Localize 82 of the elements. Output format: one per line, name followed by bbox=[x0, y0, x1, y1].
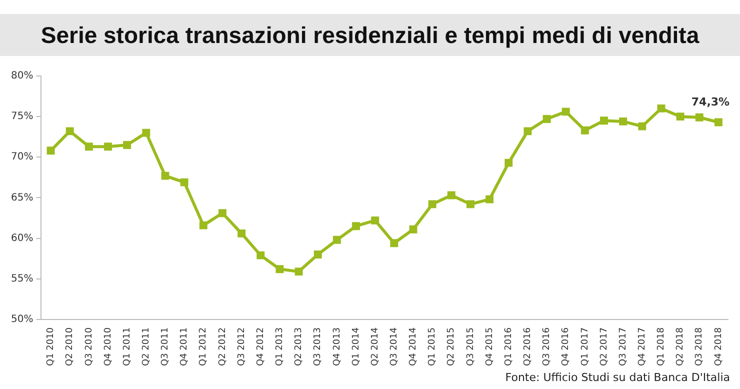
x-tick-label: Q4 2012 bbox=[256, 327, 266, 366]
x-tick-label: Q3 2016 bbox=[542, 327, 552, 366]
x-tick-label: Q3 2011 bbox=[160, 327, 171, 366]
y-tick-label: 55% bbox=[10, 273, 34, 284]
point bbox=[562, 108, 570, 116]
x-tick-label: Q3 2013 bbox=[313, 327, 324, 366]
x-tick-label: Q4 2013 bbox=[332, 327, 342, 366]
point bbox=[466, 200, 474, 208]
x-tick-label: Q1 2015 bbox=[428, 327, 438, 366]
x-tick-label: Q1 2016 bbox=[504, 327, 514, 366]
x-tick-label: Q2 2016 bbox=[523, 327, 534, 366]
point bbox=[352, 222, 360, 230]
point bbox=[46, 146, 55, 155]
x-tick-label: Q3 2014 bbox=[389, 327, 400, 366]
point bbox=[676, 112, 684, 121]
point bbox=[218, 209, 226, 218]
x-tick-label: Q2 2013 bbox=[294, 327, 304, 366]
point bbox=[84, 142, 93, 151]
point bbox=[714, 118, 722, 126]
x-tick-label: Q1 2010 bbox=[46, 327, 56, 366]
source-note: Fonte: Ufficio Studi su dati Banca D'Italia bbox=[504, 370, 731, 386]
x-tick-label: Q2 2011 bbox=[141, 327, 152, 366]
point bbox=[332, 236, 341, 244]
point bbox=[695, 113, 704, 122]
x-tick-label: Q1 2014 bbox=[351, 327, 362, 366]
x-tick-label: Q1 2012 bbox=[198, 327, 209, 366]
point bbox=[142, 128, 150, 137]
x-tick-label: Q2 2014 bbox=[370, 327, 380, 366]
point bbox=[238, 229, 246, 238]
y-tick-label: 70% bbox=[10, 152, 34, 163]
x-tick-label: Q4 2010 bbox=[103, 327, 114, 366]
point bbox=[276, 265, 284, 274]
y-tick-label: 75% bbox=[10, 111, 34, 122]
point bbox=[161, 172, 170, 180]
point bbox=[447, 191, 456, 200]
y-tick-label: 65% bbox=[10, 192, 34, 204]
x-tick-label: Q1 2017 bbox=[580, 327, 590, 366]
x-tick-label: Q2 2010 bbox=[65, 327, 76, 366]
x-tick-label: Q1 2013 bbox=[275, 327, 286, 366]
x-tick-label: Q4 2017 bbox=[637, 327, 648, 366]
point bbox=[600, 116, 608, 125]
y-tick-label: 80% bbox=[10, 70, 34, 82]
point bbox=[390, 239, 398, 248]
x-tick-label: Q1 2011 bbox=[122, 327, 132, 366]
x-tick-label: Q3 2010 bbox=[84, 327, 94, 366]
point bbox=[619, 117, 628, 126]
point bbox=[504, 158, 513, 167]
y-tick-label: 60% bbox=[10, 232, 34, 244]
x-tick-label: Q4 2015 bbox=[484, 327, 495, 366]
x-tick-label: Q2 2018 bbox=[676, 327, 686, 366]
x-tick-label: Q2 2012 bbox=[218, 327, 228, 366]
point bbox=[524, 127, 532, 136]
x-tick-label: Q3 2018 bbox=[694, 327, 705, 366]
point bbox=[123, 140, 132, 149]
x-tick-label: Q2 2015 bbox=[446, 327, 457, 366]
point bbox=[294, 268, 303, 276]
point bbox=[542, 115, 551, 123]
point bbox=[580, 126, 589, 134]
x-tick-label: Q1 2018 bbox=[656, 327, 667, 366]
x-tick-label: Q3 2012 bbox=[236, 327, 247, 366]
chart-title: Serie storica transazioni residenziali e tempi medi di vendita bbox=[0, 14, 740, 56]
point bbox=[199, 221, 208, 230]
x-tick-label: Q4 2018 bbox=[714, 327, 724, 366]
point bbox=[409, 225, 418, 234]
y-tick-label: 50% bbox=[10, 314, 34, 326]
point bbox=[180, 178, 188, 186]
x-tick-label: Q3 2015 bbox=[466, 327, 476, 366]
x-tick-label: Q3 2017 bbox=[618, 327, 628, 366]
point bbox=[371, 216, 380, 224]
point bbox=[66, 127, 74, 136]
point bbox=[256, 251, 265, 260]
x-tick-label: Q2 2017 bbox=[599, 327, 610, 366]
x-tick-label: Q4 2014 bbox=[408, 327, 419, 366]
point bbox=[638, 122, 646, 130]
x-tick-label: Q4 2016 bbox=[561, 327, 572, 366]
point bbox=[657, 104, 666, 112]
point bbox=[314, 250, 322, 258]
point bbox=[486, 195, 494, 204]
data-label: 74,3% bbox=[691, 96, 730, 109]
x-tick-label: Q4 2011 bbox=[180, 327, 190, 366]
point bbox=[104, 142, 112, 151]
point bbox=[428, 200, 436, 208]
